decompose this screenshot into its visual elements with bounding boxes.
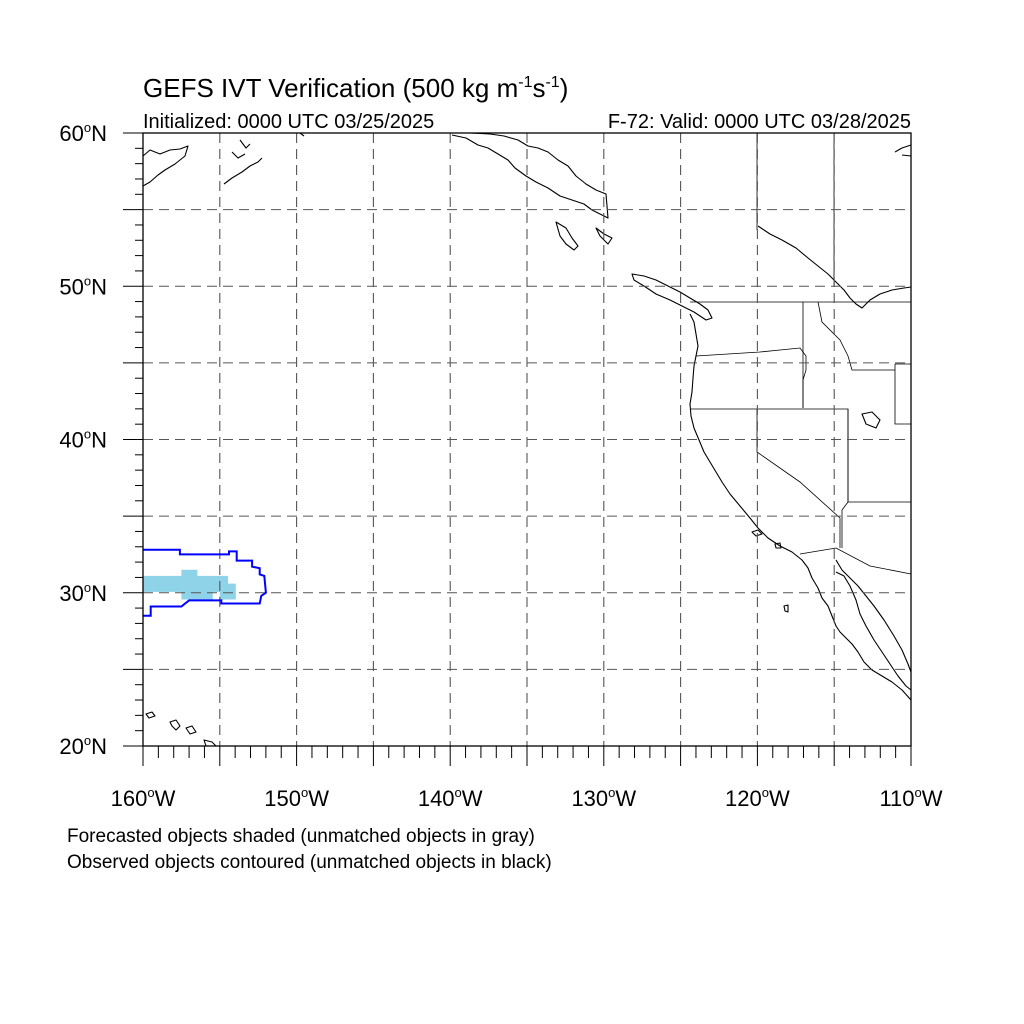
- forecast-cell: [158, 575, 167, 585]
- forecast-cell: [158, 583, 167, 592]
- forecast-cell: [181, 569, 190, 579]
- forecast-cell: [143, 575, 152, 585]
- forecast-cell: [227, 583, 236, 592]
- latitude-labels: 60oN 50oN 40oN 30oN 20oN: [59, 120, 107, 759]
- forecast-cell: [150, 583, 159, 592]
- forecast-cell: [189, 569, 198, 579]
- forecast-cell: [196, 583, 206, 592]
- axis-ticks: [123, 132, 912, 766]
- lon-label: 140oW: [418, 785, 483, 811]
- forecast-cell: [219, 591, 229, 600]
- lon-label: 110oW: [879, 785, 942, 811]
- lon-label: 160oW: [111, 785, 176, 811]
- forecast-cell: [150, 575, 159, 585]
- forecast-footnote: Forecasted objects shaded (unmatched obj…: [67, 826, 535, 847]
- forecast-cell: [212, 583, 221, 592]
- forecast-cell: [166, 583, 175, 592]
- forecast-cell: [143, 583, 152, 592]
- forecast-cell: [166, 575, 175, 585]
- forecast-cell: [189, 591, 198, 600]
- lat-label: 20oN: [59, 733, 107, 759]
- forecast-cell: [181, 575, 190, 585]
- lon-label: 130oW: [571, 785, 636, 811]
- forecast-cell: [196, 591, 206, 600]
- coastlines: [142, 132, 912, 747]
- plot-title: GEFS IVT Verification (500 kg m-1s-1): [143, 73, 568, 103]
- observed-footnote: Observed objects contoured (unmatched ob…: [67, 852, 552, 873]
- observed-object-contour: [143, 548, 267, 617]
- lat-label: 50oN: [59, 273, 107, 299]
- longitude-labels: 160oW 150oW 140oW 130oW 120oW 110oW: [111, 785, 943, 811]
- forecast-cell: [204, 591, 213, 600]
- lat-label: 40oN: [59, 427, 107, 453]
- forecast-cell: [173, 575, 182, 585]
- initialized-time: Initialized: 0000 UTC 03/25/2025: [143, 111, 434, 133]
- forecast-cell: [204, 583, 213, 592]
- forecast-cell: [181, 591, 190, 600]
- forecast-cell: [181, 583, 190, 592]
- forecast-cell: [212, 575, 221, 585]
- forecast-cell: [189, 583, 198, 592]
- valid-time: F-72: Valid: 0000 UTC 03/28/2025: [608, 111, 911, 133]
- lat-label: 30oN: [59, 580, 107, 606]
- lon-label: 150oW: [264, 785, 329, 811]
- forecast-cell: [219, 575, 229, 585]
- forecast-object-shading: [143, 569, 236, 600]
- forecast-cell: [227, 591, 236, 600]
- forecast-cell: [173, 583, 182, 592]
- forecast-cell: [219, 583, 229, 592]
- forecast-cell: [204, 575, 213, 585]
- graticule: [143, 133, 911, 746]
- lon-label: 120oW: [725, 785, 790, 811]
- lat-label: 60oN: [59, 120, 107, 146]
- forecast-cell: [189, 575, 198, 585]
- forecast-cell: [196, 575, 206, 585]
